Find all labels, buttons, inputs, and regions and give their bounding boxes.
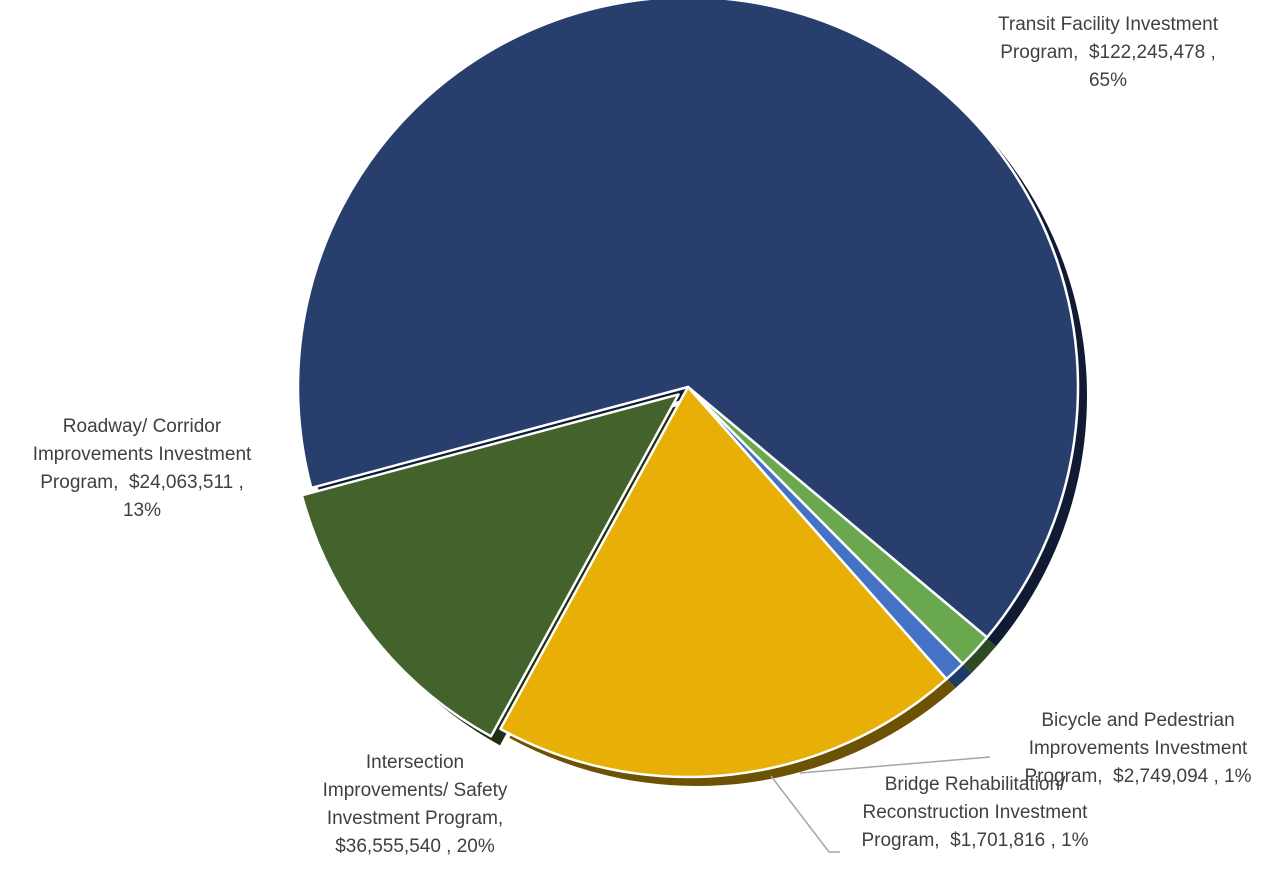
slice-label-line: $36,555,540 , 20%: [335, 836, 495, 857]
pie-slice: [300, 393, 680, 738]
slice-label-line: Improvements/ Safety: [323, 780, 508, 801]
pie-slice: [296, 0, 1080, 639]
slice-label-line: Investment Program,: [327, 808, 503, 829]
slice-label-line: Roadway/ Corridor: [63, 416, 222, 437]
slice-data-label: Bridge Rehabilitation/Reconstruction Inv…: [861, 774, 1088, 851]
slice-label-line: Program, $122,245,478 ,: [1000, 42, 1215, 63]
slice-label-line: Transit Facility Investment: [998, 14, 1219, 35]
leader-line: [799, 756, 991, 774]
slice-data-label: Transit Facility Investment Program, $122…: [998, 14, 1219, 91]
slice-label-line: Program, $2,749,094 , 1%: [1024, 766, 1251, 787]
slice-label-line: Improvements Investment: [33, 444, 252, 465]
slice-label-line: 13%: [123, 500, 161, 521]
leader-lines: [770, 756, 991, 853]
slice-label-line: Reconstruction Investment: [863, 802, 1089, 823]
pie-slices: [296, 0, 1080, 779]
slice-label-line: Improvements Investment: [1029, 738, 1248, 759]
slice-label-line: 65%: [1089, 70, 1127, 91]
leader-line: [770, 775, 840, 853]
slice-data-label: Intersection Improvements/ Safety Investme…: [323, 752, 508, 857]
slice-label-line: Bicycle and Pedestrian: [1041, 710, 1234, 731]
pie-slice: [499, 385, 948, 779]
slice-label-line: Program, $1,701,816 , 1%: [861, 830, 1088, 851]
data-labels: Transit Facility Investment Program, $122…: [33, 14, 1252, 857]
slice-data-label: Bicycle and Pedestrian Improvements Inves…: [1024, 710, 1251, 787]
slice-label-line: Program, $24,063,511 ,: [40, 472, 244, 493]
slice-label-line: Bridge Rehabilitation/: [885, 774, 1066, 795]
slice-label-line: Intersection: [366, 752, 464, 773]
slice-data-label: Roadway/ Corridor Improvements Investment…: [33, 416, 252, 521]
